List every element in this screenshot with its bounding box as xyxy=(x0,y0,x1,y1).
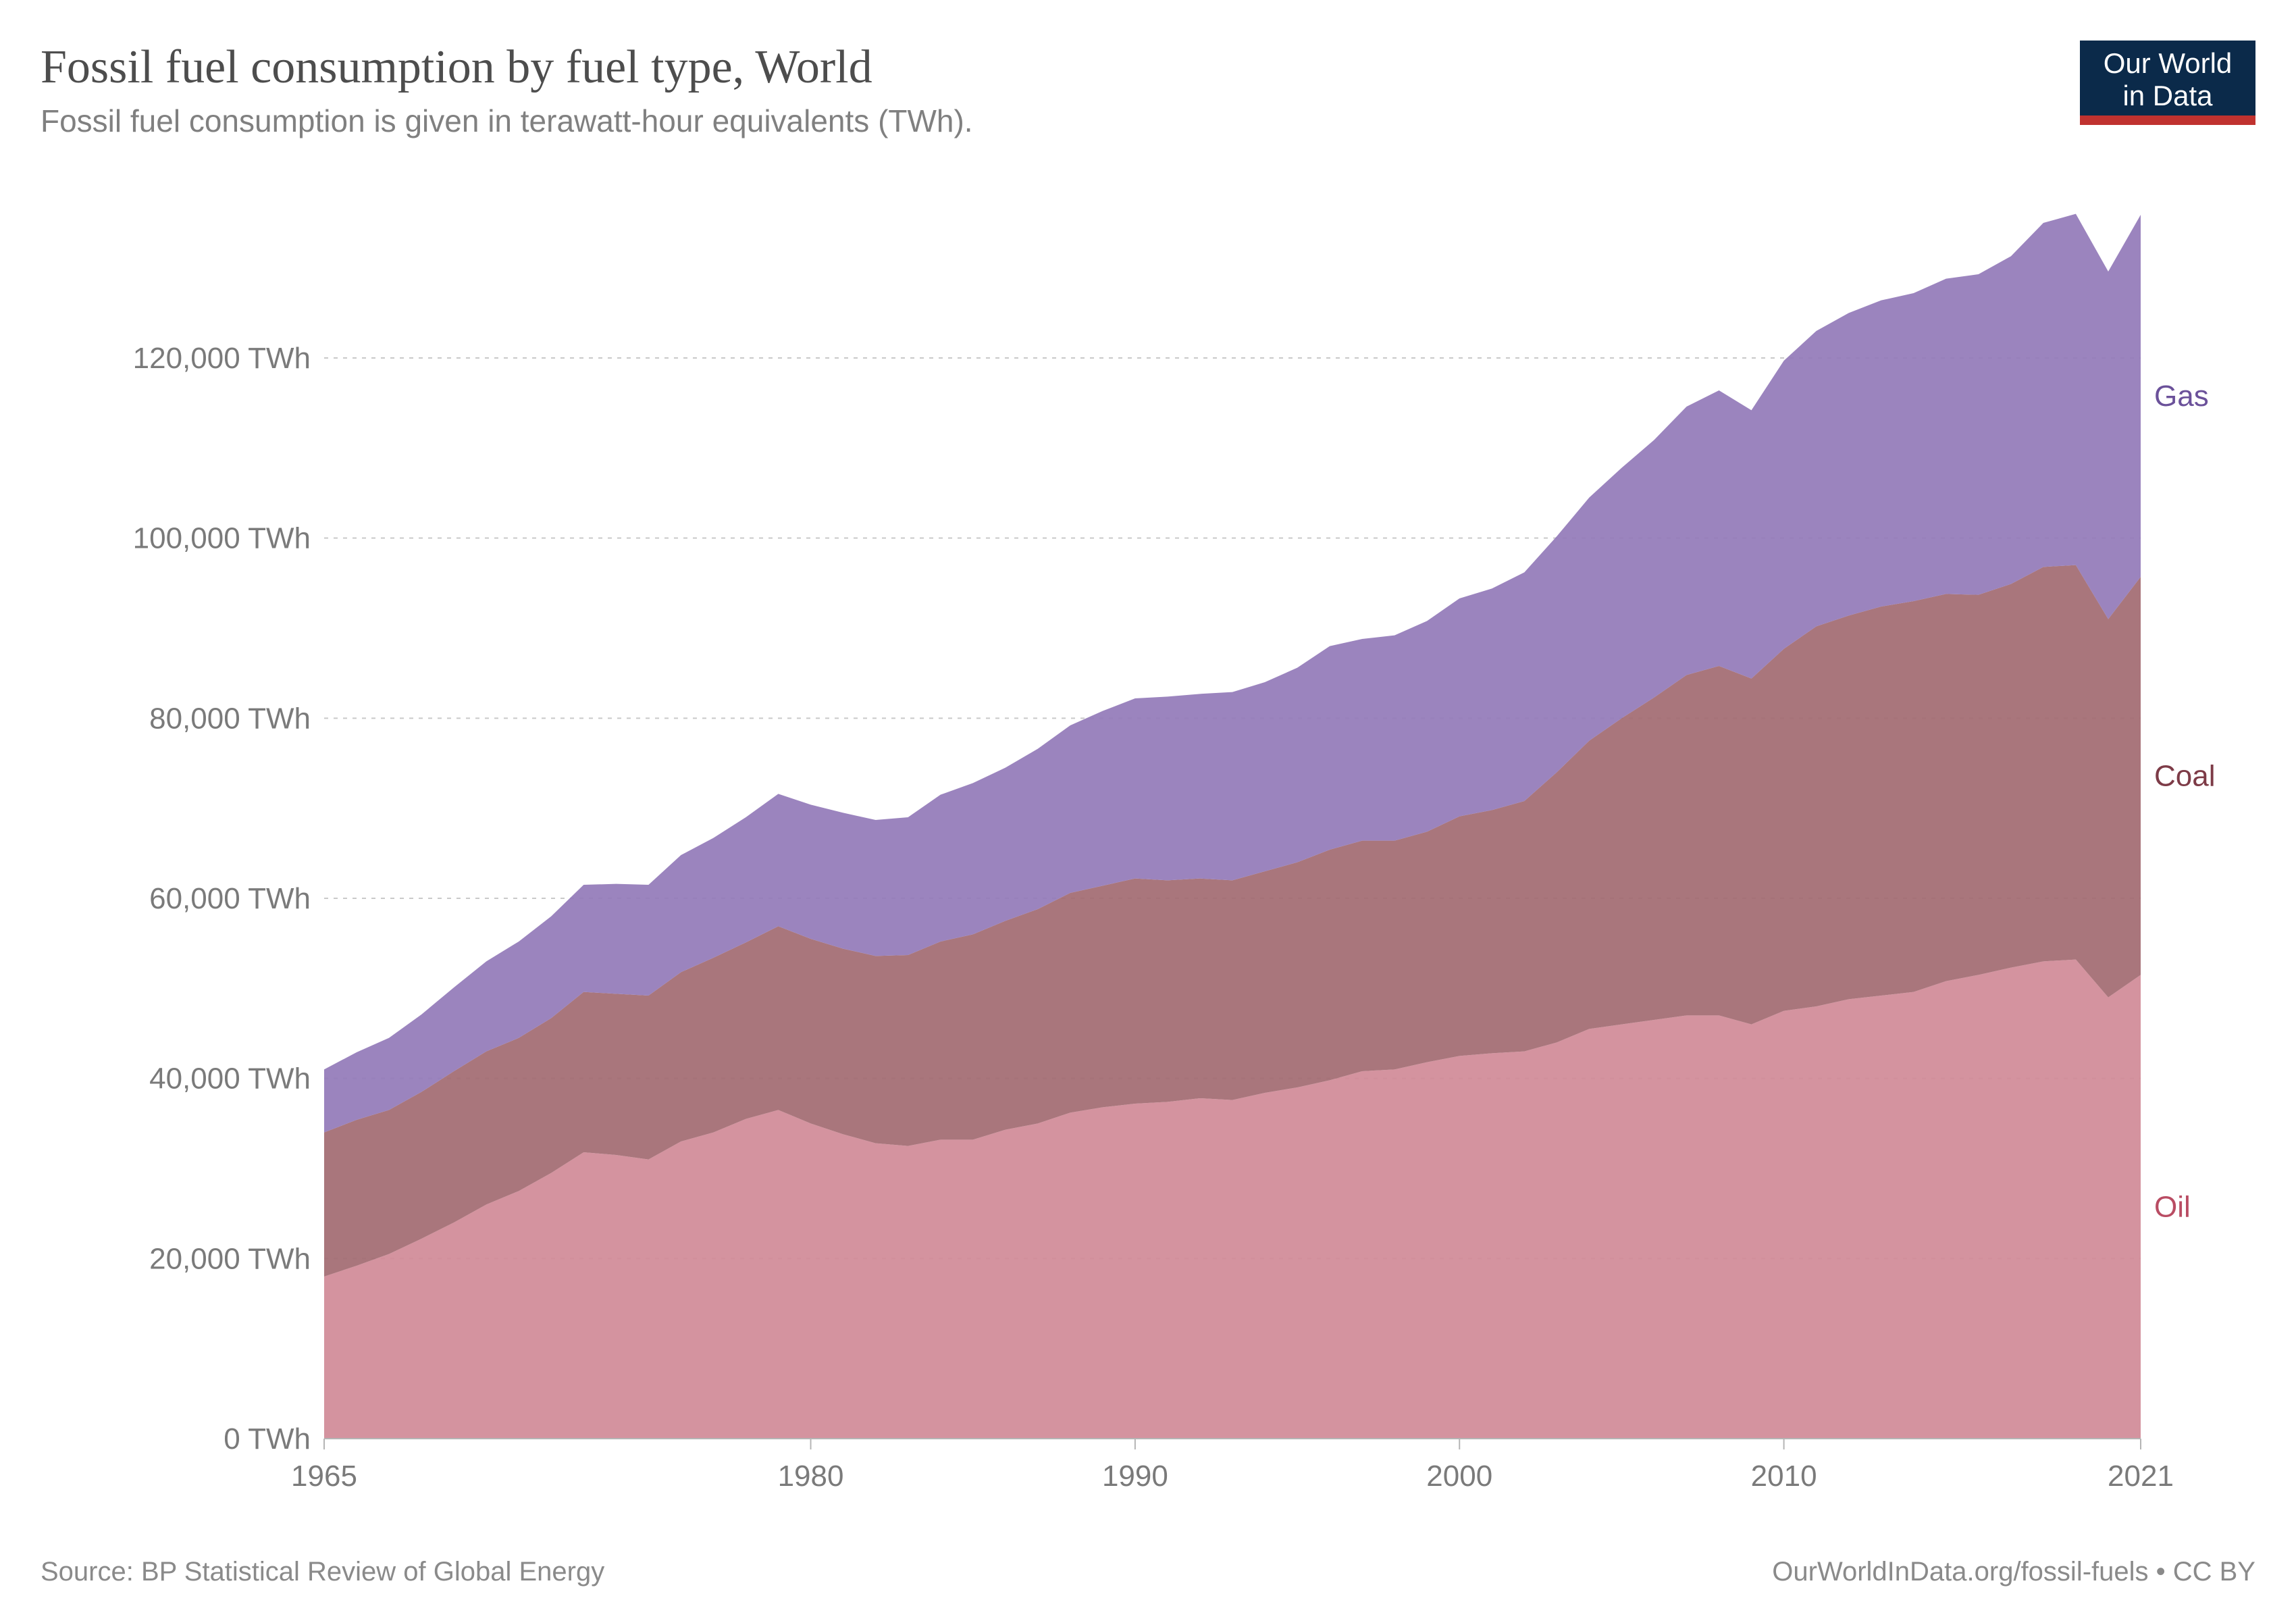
chart-title: Fossil fuel consumption by fuel type, Wo… xyxy=(41,41,2255,95)
series-label-coal: Coal xyxy=(2154,760,2216,793)
logo-bar xyxy=(2080,115,2255,125)
x-tick-label: 2021 xyxy=(2108,1460,2174,1493)
logo-line1: Our World xyxy=(2089,47,2246,80)
logo-line2: in Data xyxy=(2089,80,2246,112)
chart-area: 0 TWh 20,000 TWh 40,000 TWh 60,000 TWh 80,00… xyxy=(41,209,2255,1520)
y-tick-label: 20,000 TWh xyxy=(149,1242,311,1275)
logo-text: Our World in Data xyxy=(2080,41,2255,115)
series-label-gas: Gas xyxy=(2154,380,2209,413)
y-tick-label: 80,000 TWh xyxy=(149,702,311,735)
x-tick-label: 1965 xyxy=(291,1460,357,1493)
y-tick-label: 60,000 TWh xyxy=(149,882,311,915)
owid-logo: Our World in Data xyxy=(2080,41,2255,125)
stacked-area-chart: 0 TWh 20,000 TWh 40,000 TWh 60,000 TWh 80,00… xyxy=(41,209,2255,1520)
y-tick-label: 0 TWh xyxy=(224,1422,311,1456)
x-tick-label: 2000 xyxy=(1426,1460,1492,1493)
source-text: Source: BP Statistical Review of Global … xyxy=(41,1557,604,1587)
y-tick-label: 120,000 TWh xyxy=(133,342,311,375)
x-tick-label: 2010 xyxy=(1751,1460,1817,1493)
chart-subtitle: Fossil fuel consumption is given in tera… xyxy=(41,103,2255,139)
y-tick-label: 100,000 TWh xyxy=(133,522,311,555)
x-tick-label: 1990 xyxy=(1102,1460,1168,1493)
y-tick-label: 40,000 TWh xyxy=(149,1062,311,1096)
x-tick-label: 1980 xyxy=(778,1460,844,1493)
series-label-oil: Oil xyxy=(2154,1191,2191,1224)
attribution-text: OurWorldInData.org/fossil-fuels • CC BY xyxy=(1772,1557,2255,1587)
